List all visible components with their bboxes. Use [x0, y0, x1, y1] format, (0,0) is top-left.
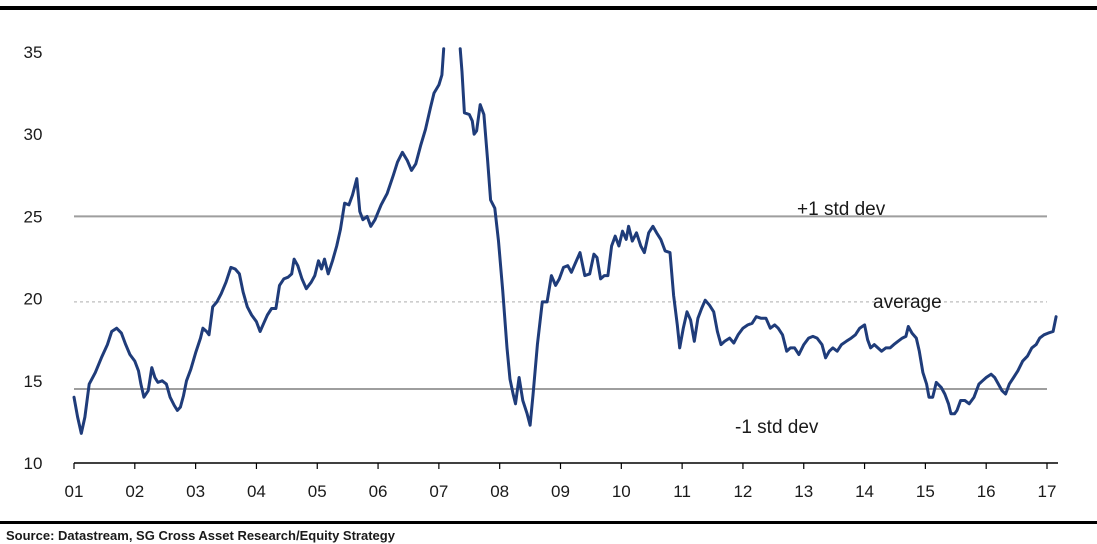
- series-layer: [72, 47, 1058, 435]
- x-tick-label: 11: [673, 482, 691, 501]
- x-tick-label: 04: [247, 482, 266, 501]
- x-tick-label: 10: [612, 482, 631, 501]
- plus-1-std-dev-label: +1 std dev: [797, 199, 886, 220]
- y-tick-label: 20: [24, 290, 43, 309]
- top-rule: [0, 6, 1097, 10]
- x-tick-label: 14: [855, 482, 874, 501]
- x-tick-label: 13: [794, 482, 813, 501]
- x-tick-label: 06: [369, 482, 388, 501]
- x-tick-label: 09: [551, 482, 570, 501]
- y-tick-label: 15: [24, 372, 43, 391]
- x-tick-label: 02: [125, 482, 144, 501]
- average-label: average: [873, 292, 942, 313]
- x-tick-label: 03: [186, 482, 205, 501]
- minus-1-std-dev-label: -1 std dev: [735, 417, 819, 438]
- y-tick-label: 10: [24, 454, 43, 473]
- x-tick-label: 08: [490, 482, 509, 501]
- x-axis: 01 02 03 04 05 06 07 08 09 10 11 12 13 14 15 16 17: [65, 462, 1058, 501]
- y-tick-label: 30: [24, 125, 43, 144]
- x-tick-label: 16: [977, 482, 996, 501]
- y-tick-label: 25: [24, 207, 43, 226]
- x-tick-label: 01: [65, 482, 84, 501]
- x-tick-label: 05: [308, 482, 327, 501]
- bottom-rule: [0, 521, 1097, 524]
- x-tick-label: 12: [733, 482, 752, 501]
- x-tick-label: 17: [1038, 482, 1057, 501]
- series-line-segment: [72, 47, 446, 435]
- x-tick-label: 07: [429, 482, 448, 501]
- series-line-segment: [458, 47, 1058, 427]
- reference-lines: [74, 215, 1047, 391]
- source-note: Source: Datastream, SG Cross Asset Resea…: [6, 528, 396, 543]
- x-tick-label: 15: [916, 482, 935, 501]
- y-axis-tick-labels: 10 15 20 25 30 35: [24, 43, 43, 473]
- y-tick-label: 35: [24, 43, 43, 62]
